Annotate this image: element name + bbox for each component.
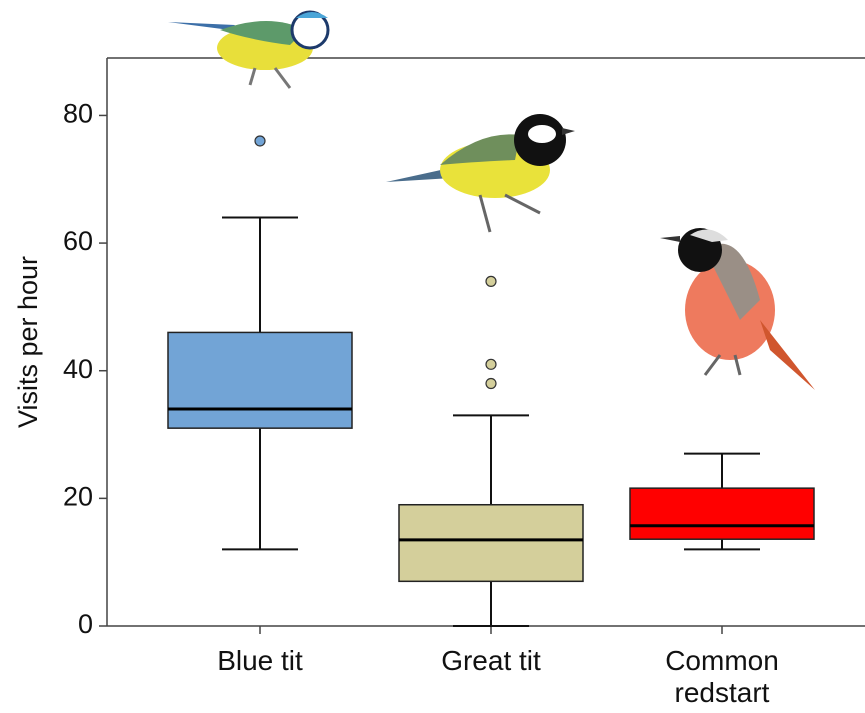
box — [168, 332, 352, 428]
outlier — [486, 378, 496, 388]
y-tick-label: 40 — [63, 354, 93, 384]
outlier — [486, 359, 496, 369]
y-tick-label: 20 — [63, 481, 93, 511]
box — [399, 505, 583, 582]
outlier — [255, 136, 265, 146]
chart: Visits per hour 0 20 40 60 80 — [0, 0, 865, 713]
y-tick-label: 80 — [63, 99, 93, 129]
outlier — [486, 276, 496, 286]
box — [630, 488, 814, 539]
redstart-illustration — [660, 228, 815, 390]
page: {"chart_data": {"type": "box", "y_label"… — [0, 0, 865, 713]
x-tick-label: Great tit — [406, 645, 576, 677]
x-tick-label: Blue tit — [175, 645, 345, 677]
x-tick-label: Common redstart — [637, 645, 807, 709]
y-tick-label: 0 — [78, 609, 93, 639]
y-axis-label: Visits per hour — [13, 256, 43, 428]
blue-tit-illustration — [168, 12, 328, 88]
great-tit-illustration — [386, 114, 575, 232]
y-tick-label: 60 — [63, 226, 93, 256]
